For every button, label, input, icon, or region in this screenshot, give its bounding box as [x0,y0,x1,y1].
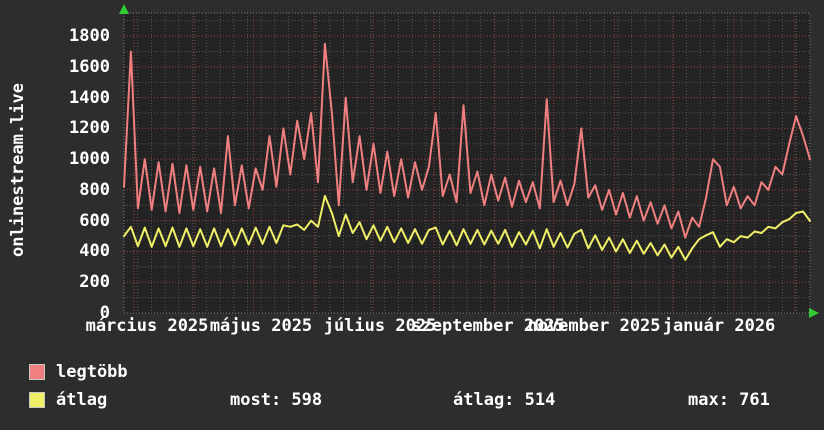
legend-swatch-legtobb [29,364,45,380]
x-tick-label: szeptember 2025 [411,316,565,336]
legend-label-atlag: átlag [56,390,108,410]
x-axis-arrow-icon [809,308,819,318]
x-tick-label: március 2025 [85,316,209,336]
stat-atlag: átlag: 514 [453,390,556,410]
y-tick-label: 1000 [69,149,110,169]
legend-swatch-atlag [29,392,45,408]
x-tick-label: július 2025 [323,316,437,336]
y-tick-label: 0 [99,303,110,323]
series-line-legtobb [123,42,811,239]
y-tick-label: 1600 [69,57,110,77]
y-tick-label: 600 [79,211,110,231]
y-tick-label: 1400 [69,88,110,108]
plot-border [123,12,811,314]
stat-max: max: 761 [688,390,770,410]
y-tick-label: 400 [79,241,110,261]
y-axis-arrow-icon [119,4,129,14]
y-tick-label: 1800 [69,26,110,46]
plot-area [123,12,811,314]
y-tick-label: 200 [79,272,110,292]
y-tick-label: 800 [79,180,110,200]
x-tick-label: május 2025 [209,316,313,336]
series-line-atlag [123,194,811,261]
x-tick-label: november 2025 [527,316,661,336]
stat-most: most: 598 [230,390,323,410]
x-tick-label: január 2026 [662,316,776,336]
y-tick-label: 1200 [69,118,110,138]
legend-label-legtobb: legtöbb [56,362,128,382]
chart-canvas [119,4,819,318]
